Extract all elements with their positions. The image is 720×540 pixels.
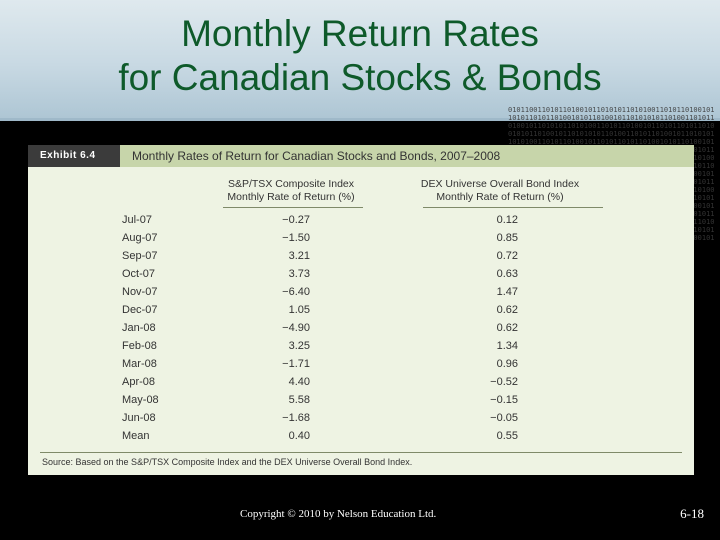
month-cell: Mar-08 — [122, 358, 157, 370]
stock-return-cell: −4.90 — [282, 322, 310, 334]
stock-return-cell: −0.27 — [282, 214, 310, 226]
month-cell: Dec-07 — [122, 304, 158, 316]
bond-return-cell: 0.72 — [496, 250, 518, 262]
month-cell: Jan-08 — [122, 322, 156, 334]
exhibit-caption: Monthly Rates of Return for Canadian Sto… — [132, 149, 501, 163]
bond-return-cell: 0.63 — [496, 268, 518, 280]
bond-return-cell: 1.47 — [496, 286, 518, 298]
table-row: May-08 5.58 −0.15 — [28, 391, 694, 409]
source-note: Source: Based on the S&P/TSX Composite I… — [42, 457, 413, 467]
table-row-mean: Mean 0.40 0.55 — [28, 427, 694, 445]
table-row: Aug-07 −1.50 0.85 — [28, 229, 694, 247]
stock-column-header: S&P/TSX Composite Index Monthly Rate of … — [206, 178, 376, 204]
stock-return-cell: −6.40 — [282, 286, 310, 298]
stock-return-cell: 1.05 — [288, 304, 310, 316]
bond-return-cell: 0.12 — [496, 214, 518, 226]
bond-return-cell: 0.62 — [496, 304, 518, 316]
stock-return-cell: −1.68 — [282, 412, 310, 424]
stock-header-rule — [223, 207, 363, 208]
bond-return-cell: 0.85 — [496, 232, 518, 244]
month-cell: Apr-08 — [122, 376, 156, 388]
bond-return-cell: 0.96 — [496, 358, 518, 370]
table-row: Feb-08 3.25 1.34 — [28, 337, 694, 355]
stock-return-cell: −1.71 — [282, 358, 310, 370]
stock-return-cell: 0.40 — [288, 430, 310, 442]
table-row: Sep-07 3.21 0.72 — [28, 247, 694, 265]
table-row: Jun-08 −1.68 −0.05 — [28, 409, 694, 427]
month-cell: Sep-07 — [122, 250, 158, 262]
bond-return-cell: 1.34 — [496, 340, 518, 352]
table-row: Jul-07 −0.27 0.12 — [28, 211, 694, 229]
month-cell: Aug-07 — [122, 232, 158, 244]
stock-return-cell: 3.21 — [288, 250, 310, 262]
table-row: Dec-07 1.05 0.62 — [28, 301, 694, 319]
slide-title-band: Monthly Return Rates for Canadian Stocks… — [0, 0, 720, 121]
bond-column-header: DEX Universe Overall Bond Index Monthly … — [384, 178, 616, 204]
exhibit-label: Exhibit 6.4 — [28, 145, 120, 167]
bond-return-cell: 0.55 — [496, 430, 518, 442]
month-cell: Feb-08 — [122, 340, 157, 352]
month-cell: May-08 — [122, 394, 159, 406]
stock-return-cell: 3.73 — [288, 268, 310, 280]
month-cell: Jun-08 — [122, 412, 156, 424]
slide-title-line-2: for Canadian Stocks & Bonds — [118, 57, 602, 98]
page-number: 6-18 — [680, 506, 704, 521]
exhibit-header: Exhibit 6.4 Monthly Rates of Return for … — [28, 145, 694, 167]
bond-return-cell: −0.52 — [490, 376, 518, 388]
bond-column-header-line-2: Monthly Rate of Return (%) — [436, 191, 564, 203]
month-cell: Jul-07 — [122, 214, 152, 226]
stock-return-cell: 3.25 — [288, 340, 310, 352]
stock-return-cell: −1.50 — [282, 232, 310, 244]
bond-header-rule — [423, 207, 603, 208]
stock-column-header-line-1: S&P/TSX Composite Index — [227, 178, 355, 190]
returns-table: Jul-07 −0.27 0.12 Aug-07 −1.50 0.85 Sep-07 3.… — [28, 211, 694, 445]
table-row: Apr-08 4.40 −0.52 — [28, 373, 694, 391]
source-rule — [40, 452, 682, 453]
copyright-footer: Copyright © 2010 by Nelson Education Ltd… — [240, 508, 437, 520]
stock-return-cell: 5.58 — [288, 394, 310, 406]
bond-column-header-line-1: DEX Universe Overall Bond Index — [420, 178, 580, 190]
bond-return-cell: −0.05 — [490, 412, 518, 424]
exhibit-panel: Exhibit 6.4 Monthly Rates of Return for … — [28, 145, 694, 475]
bond-return-cell: 0.62 — [496, 322, 518, 334]
month-cell: Mean — [122, 430, 150, 442]
table-row: Nov-07 −6.40 1.47 — [28, 283, 694, 301]
bond-return-cell: −0.15 — [490, 394, 518, 406]
slide-title-line-1: Monthly Return Rates — [181, 13, 539, 54]
month-cell: Oct-07 — [122, 268, 156, 280]
table-row: Mar-08 −1.71 0.96 — [28, 355, 694, 373]
stock-return-cell: 4.40 — [288, 376, 310, 388]
table-row: Jan-08 −4.90 0.62 — [28, 319, 694, 337]
stock-column-header-line-2: Monthly Rate of Return (%) — [227, 191, 355, 203]
month-cell: Nov-07 — [122, 286, 158, 298]
table-row: Oct-07 3.73 0.63 — [28, 265, 694, 283]
